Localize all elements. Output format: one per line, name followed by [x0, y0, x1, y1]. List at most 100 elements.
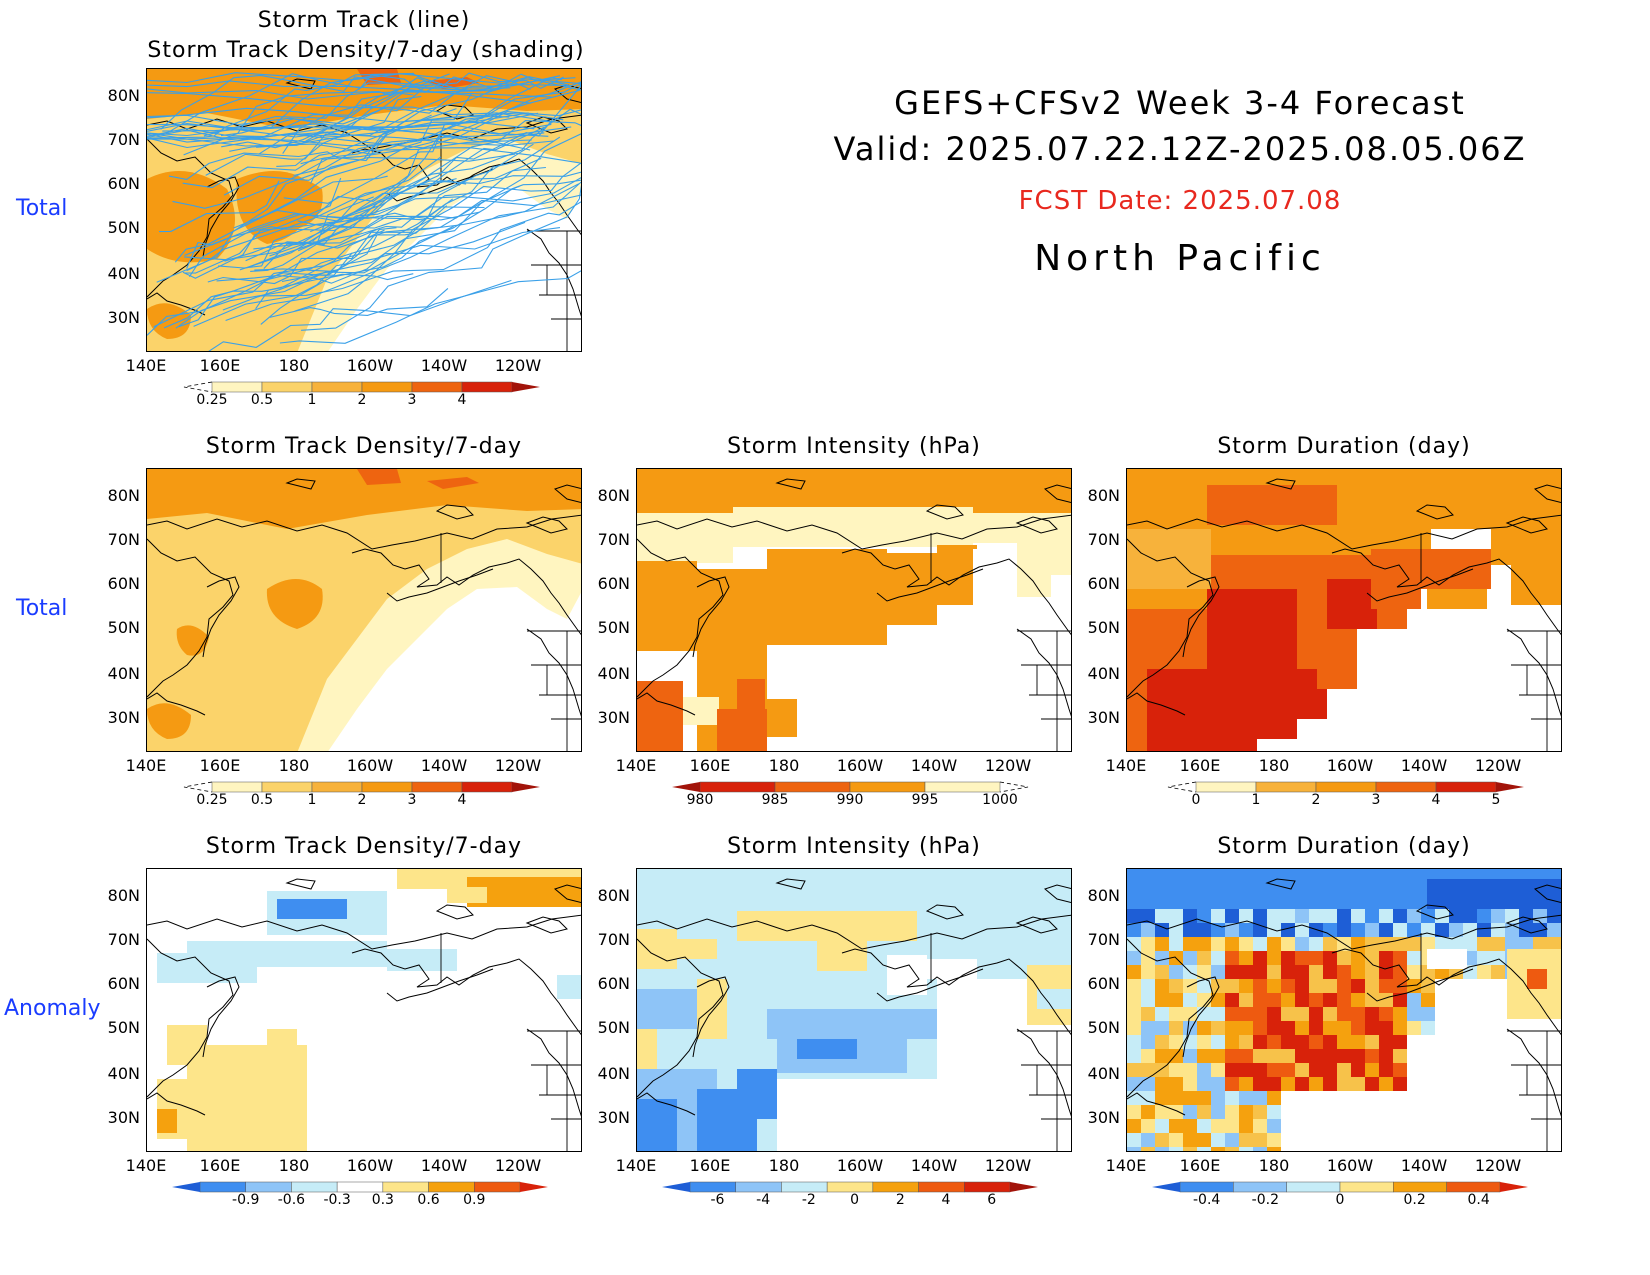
map-intensity-anomaly [636, 868, 1072, 1152]
lat-tick-label: 70N [597, 530, 630, 549]
lat-tick-label: 50N [597, 1018, 630, 1037]
colorbar-tick-label: 6 [987, 1192, 997, 1208]
lat-tick-label: 30N [597, 1108, 630, 1127]
lat-tick-label: 70N [1087, 930, 1120, 949]
lon-tick-label: 160E [1179, 756, 1221, 775]
lon-tick-label: 120W [494, 1156, 542, 1175]
colorbar-tick-label: 0.5 [250, 392, 274, 408]
lat-tick-label: 80N [1087, 486, 1120, 505]
colorbar-tick-label: 0.25 [196, 392, 228, 408]
colorbar-tick-label: -2 [801, 1192, 816, 1208]
lat-tick-label: 70N [1087, 530, 1120, 549]
colorbar-tick-label: 980 [686, 792, 714, 808]
lon-tick-label: 160E [199, 756, 241, 775]
lon-tick-label: 180 [1258, 756, 1290, 775]
lon-tick-label: 180 [278, 756, 310, 775]
lat-tick-label: 40N [597, 664, 630, 683]
lat-tick-label: 50N [107, 218, 140, 237]
map-duration [1126, 468, 1562, 752]
lat-tick-label: 60N [1087, 574, 1120, 593]
colorbar-tick-label: 0.4 [1467, 1192, 1490, 1208]
map-density [146, 468, 582, 752]
colorbar-tick-label: 4 [941, 1192, 951, 1208]
panel-title-duration-anomaly: Storm Duration (day) [1217, 834, 1471, 859]
lon-tick-label: 120W [494, 356, 542, 375]
colorbar-duration-anomaly [1140, 1180, 1540, 1200]
lat-tick-label: 70N [107, 530, 140, 549]
colorbar-tick-label: 4 [1431, 792, 1441, 808]
colorbar-tick-label: 0.9 [463, 1192, 486, 1208]
map-duration-anomaly [1126, 868, 1562, 1152]
lon-tick-label: 140E [125, 756, 167, 775]
lon-tick-label: 140W [1400, 756, 1448, 775]
colorbar-tick-label: 0.5 [250, 792, 274, 808]
colorbar-tick-label: -0.4 [1192, 1192, 1221, 1208]
colorbar-tick-label: 2 [1311, 792, 1321, 808]
lon-tick-label: 180 [768, 1156, 800, 1175]
lat-tick-label: 80N [597, 486, 630, 505]
lat-tick-label: 80N [1087, 886, 1120, 905]
lat-tick-label: 50N [107, 1018, 140, 1037]
lon-tick-label: 140W [420, 356, 468, 375]
lon-tick-label: 160E [689, 756, 731, 775]
lon-tick-label: 160W [1326, 756, 1374, 775]
lat-tick-label: 30N [107, 1108, 140, 1127]
lat-tick-label: 30N [597, 708, 630, 727]
lon-tick-label: 160E [199, 1156, 241, 1175]
colorbar-tick-label: 990 [836, 792, 864, 808]
valid-period: Valid: 2025.07.22.12Z-2025.08.05.06Z [833, 130, 1527, 168]
lat-tick-label: 40N [1087, 664, 1120, 683]
panel-title-storm-track-shading: Storm Track Density/7-day (shading) [147, 38, 585, 63]
lat-tick-label: 80N [107, 86, 140, 105]
lon-tick-label: 180 [768, 756, 800, 775]
lat-tick-label: 30N [107, 308, 140, 327]
lat-tick-label: 60N [1087, 974, 1120, 993]
colorbar-tick-label: -0.3 [323, 1192, 351, 1208]
forecast-title: GEFS+CFSv2 Week 3-4 Forecast [894, 84, 1466, 122]
lat-tick-label: 60N [107, 974, 140, 993]
colorbar-tick-label: 1000 [982, 792, 1018, 808]
panel-title-intensity-anomaly: Storm Intensity (hPa) [727, 834, 981, 859]
lat-tick-label: 70N [107, 930, 140, 949]
lon-tick-label: 160W [346, 356, 394, 375]
lon-tick-label: 120W [984, 1156, 1032, 1175]
colorbar-tick-label: 0.2 [1403, 1192, 1426, 1208]
colorbar-tick-label: 2 [895, 1192, 905, 1208]
colorbar-tick-label: 3 [407, 392, 417, 408]
colorbar-tick-label: 3 [1371, 792, 1381, 808]
lon-tick-label: 180 [1258, 1156, 1290, 1175]
lon-tick-label: 160W [836, 1156, 884, 1175]
lon-tick-label: 160E [689, 1156, 731, 1175]
lon-tick-label: 160E [1179, 1156, 1221, 1175]
colorbar-tick-label: 1 [307, 392, 317, 408]
region-name: North Pacific [1034, 238, 1326, 279]
lon-tick-label: 120W [984, 756, 1032, 775]
lon-tick-label: 140E [1105, 756, 1147, 775]
colorbar-tick-label: 5 [1491, 792, 1501, 808]
lat-tick-label: 30N [1087, 1108, 1120, 1127]
lat-tick-label: 70N [597, 930, 630, 949]
panel-title-density-anomaly: Storm Track Density/7-day [205, 834, 523, 859]
lat-tick-label: 60N [107, 574, 140, 593]
lat-tick-label: 30N [1087, 708, 1120, 727]
lat-tick-label: 40N [107, 1064, 140, 1083]
lon-tick-label: 140W [420, 756, 468, 775]
lat-tick-label: 60N [597, 574, 630, 593]
colorbar-tick-label: 4 [457, 392, 467, 408]
colorbar-density-anomaly [160, 1180, 560, 1200]
lon-tick-label: 140W [420, 1156, 468, 1175]
lat-tick-label: 80N [107, 486, 140, 505]
colorbar-duration [1156, 780, 1536, 800]
map-storm-track [146, 68, 582, 352]
colorbar-tick-label: 985 [761, 792, 789, 808]
row-label-anomaly: Anomaly [4, 996, 101, 1021]
colorbar-intensity-anomaly [650, 1180, 1050, 1200]
lon-tick-label: 140W [910, 1156, 958, 1175]
lon-tick-label: 180 [278, 356, 310, 375]
colorbar-tick-label: 0 [1335, 1192, 1345, 1208]
lon-tick-label: 140W [1400, 1156, 1448, 1175]
lat-tick-label: 40N [597, 1064, 630, 1083]
colorbar-tick-label: 0 [1191, 792, 1201, 808]
colorbar-tick-label: 995 [911, 792, 939, 808]
row-label-total: Total [16, 596, 68, 621]
